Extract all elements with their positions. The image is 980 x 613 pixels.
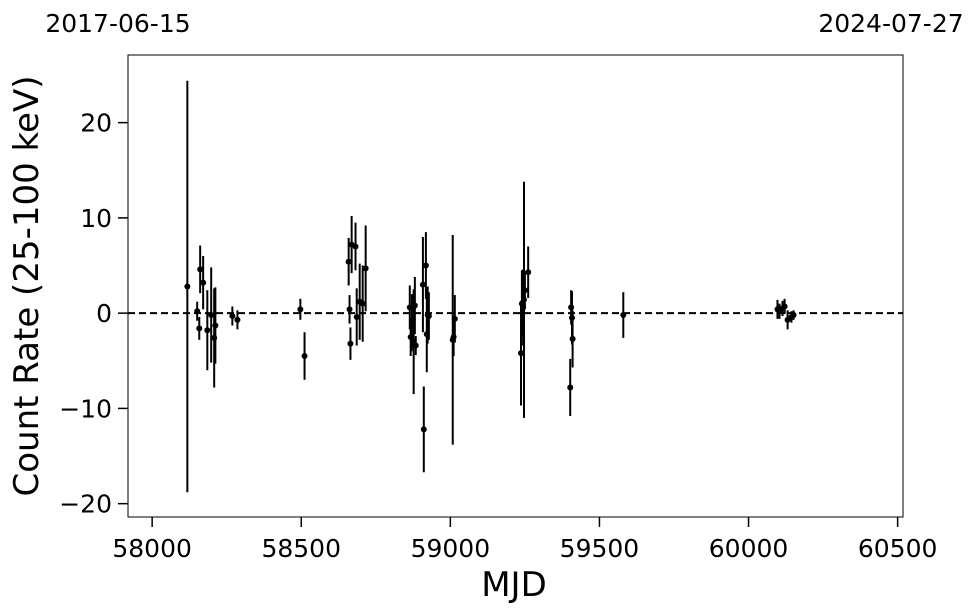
data-point xyxy=(359,300,366,307)
x-tick-label: 58000 xyxy=(112,534,192,563)
y-tick-label: 10 xyxy=(80,204,112,233)
y-tick-label: −20 xyxy=(59,490,112,519)
data-point xyxy=(412,342,419,349)
data-point xyxy=(567,384,574,391)
y-tick-label: −10 xyxy=(59,394,112,423)
data-point xyxy=(451,315,458,322)
x-tick-label: 59000 xyxy=(411,534,491,563)
y-tick-label: 0 xyxy=(96,299,112,328)
y-tick-label: 20 xyxy=(80,109,112,138)
x-tick-label: 59500 xyxy=(560,534,640,563)
data-point xyxy=(229,313,236,320)
plot-frame xyxy=(127,54,904,518)
data-point xyxy=(425,313,432,320)
data-point xyxy=(196,325,203,332)
data-point xyxy=(419,281,426,288)
top-date-label: 2017-06-15 xyxy=(45,9,190,38)
data-point xyxy=(411,302,418,309)
y-axis-label: Count Rate (25-100 keV) xyxy=(7,76,47,497)
data-point xyxy=(208,312,215,319)
data-point xyxy=(301,353,308,360)
data-point xyxy=(347,340,354,347)
data-point xyxy=(197,266,204,273)
data-point xyxy=(781,303,788,310)
data-point xyxy=(790,312,797,319)
data-point xyxy=(620,312,627,319)
data-point xyxy=(518,350,525,357)
x-tick-label: 60000 xyxy=(709,534,789,563)
data-point xyxy=(569,335,576,342)
data-point xyxy=(353,313,360,320)
top-date-label: 2024-07-27 xyxy=(818,9,963,38)
data-point xyxy=(362,265,369,272)
x-axis-label: MJD xyxy=(481,565,547,605)
data-point xyxy=(525,269,532,276)
data-point xyxy=(345,258,352,265)
data-point xyxy=(346,306,353,313)
data-point xyxy=(204,327,211,334)
data-point xyxy=(521,287,528,294)
data-point xyxy=(212,322,219,329)
data-point xyxy=(420,426,427,433)
data-point xyxy=(297,306,304,313)
data-point xyxy=(422,262,429,269)
data-point xyxy=(194,308,201,315)
data-point xyxy=(200,279,207,286)
data-point xyxy=(184,283,191,290)
data-point xyxy=(352,243,359,250)
x-tick-label: 60500 xyxy=(858,534,938,563)
x-tick-label: 58500 xyxy=(261,534,341,563)
data-point xyxy=(234,316,241,323)
